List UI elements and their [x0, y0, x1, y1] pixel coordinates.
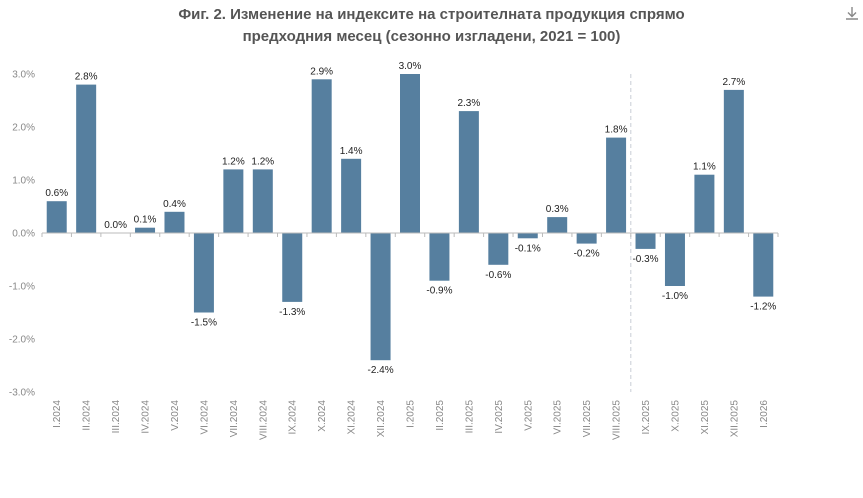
- x-tick-label: XI.2025: [700, 400, 711, 435]
- data-label: -0.1%: [515, 243, 541, 254]
- x-tick-label: III.2024: [111, 400, 122, 434]
- data-label: 0.4%: [163, 199, 186, 210]
- bar: [635, 233, 656, 249]
- data-label: 0.6%: [45, 188, 68, 199]
- data-label: 1.1%: [693, 162, 716, 173]
- bar: [164, 211, 185, 233]
- bar: [341, 158, 362, 233]
- y-tick-label: -3.0%: [9, 388, 35, 399]
- data-label: -1.3%: [279, 307, 305, 318]
- bar: [311, 79, 332, 233]
- data-label: -1.5%: [191, 318, 217, 329]
- x-tick-label: IV.2024: [141, 400, 152, 434]
- bar: [517, 233, 538, 239]
- bar: [400, 74, 420, 233]
- data-label: 3.0%: [399, 61, 422, 72]
- y-tick-label: 0.0%: [12, 229, 35, 240]
- x-tick-label: IX.2024: [288, 400, 299, 435]
- bar: [753, 233, 774, 297]
- data-label: -2.4%: [367, 365, 393, 376]
- x-tick-label: I.2026: [759, 400, 770, 428]
- x-tick-label: X.2025: [670, 400, 681, 432]
- bar: [252, 169, 273, 233]
- chart-title-line-1: Фиг. 2. Изменение на индексите на строит…: [178, 6, 685, 23]
- bar: [223, 169, 244, 233]
- bar: [694, 174, 715, 233]
- x-tick-label: XII.2025: [729, 400, 740, 438]
- x-tick-label: I.2025: [406, 400, 417, 428]
- data-label: 1.2%: [222, 156, 245, 167]
- y-tick-label: 2.0%: [12, 123, 35, 134]
- x-tick-label: VIII.2025: [612, 400, 623, 440]
- bar: [488, 233, 509, 265]
- chart-title-line-2: предходния месец (сезонно изгладени, 202…: [242, 28, 621, 45]
- data-label: -0.3%: [632, 254, 658, 265]
- data-label: 0.0%: [104, 220, 127, 231]
- bar: [46, 201, 67, 233]
- bar: [282, 233, 303, 302]
- bar: [723, 89, 744, 234]
- x-tick-label: X.2024: [317, 400, 328, 432]
- data-label: 1.8%: [605, 125, 628, 136]
- x-tick-label: VII.2025: [582, 400, 593, 438]
- x-tick-label: XII.2024: [376, 400, 387, 438]
- x-tick-label: IV.2025: [494, 400, 505, 434]
- data-label: 2.3%: [457, 98, 480, 109]
- data-label: 1.4%: [340, 146, 363, 157]
- data-label: -1.0%: [662, 291, 688, 302]
- x-tick-label: I.2024: [52, 400, 63, 428]
- bar: [429, 233, 450, 281]
- bar: [76, 84, 97, 233]
- chart-title: Фиг. 2. Изменение на индексите на строит…: [0, 4, 863, 48]
- x-tick-label: XI.2024: [347, 400, 358, 435]
- bar: [370, 233, 391, 361]
- data-label: -0.6%: [485, 270, 511, 281]
- data-label: 2.7%: [722, 77, 745, 88]
- data-label: 0.3%: [546, 204, 569, 215]
- x-tick-label: II.2024: [82, 400, 93, 431]
- download-icon[interactable]: [843, 4, 861, 22]
- data-label: 0.1%: [134, 215, 157, 226]
- x-tick-label: VII.2024: [229, 400, 240, 438]
- y-tick-label: 1.0%: [12, 176, 35, 187]
- data-label: 1.2%: [251, 156, 274, 167]
- x-tick-label: V.2024: [170, 400, 181, 431]
- bar: [458, 111, 479, 233]
- data-label: 2.9%: [310, 66, 333, 77]
- bar: [576, 233, 597, 244]
- bar: [606, 137, 627, 233]
- y-tick-label: 3.0%: [12, 70, 35, 81]
- data-label: -0.2%: [574, 249, 600, 260]
- x-tick-label: VI.2024: [199, 400, 210, 435]
- x-tick-label: V.2025: [523, 400, 534, 431]
- bar: [664, 233, 685, 286]
- bar: [193, 233, 214, 313]
- x-tick-label: II.2025: [435, 400, 446, 431]
- x-tick-label: IX.2025: [641, 400, 652, 435]
- y-tick-label: -1.0%: [9, 282, 35, 293]
- bar: [547, 217, 568, 233]
- data-label: 2.8%: [75, 72, 98, 83]
- y-tick-label: -2.0%: [9, 335, 35, 346]
- x-tick-label: VIII.2024: [258, 400, 269, 440]
- bar: [135, 227, 156, 233]
- x-tick-label: III.2025: [464, 400, 475, 434]
- data-label: -1.2%: [750, 302, 776, 313]
- x-tick-label: VI.2025: [553, 400, 564, 435]
- data-label: -0.9%: [426, 286, 452, 297]
